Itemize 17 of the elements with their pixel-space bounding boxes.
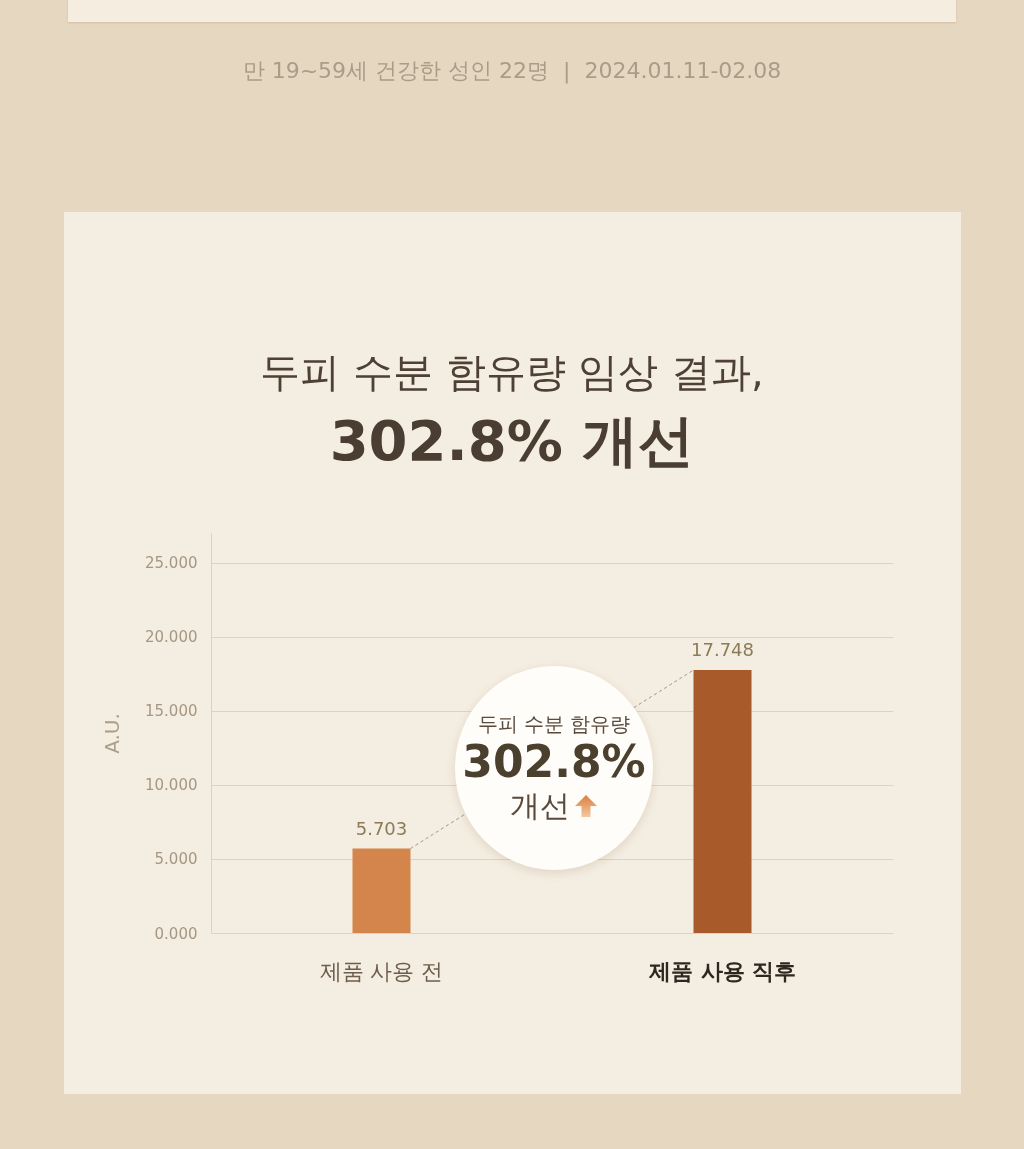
annotation: 두피 수분 함유량 [477, 712, 631, 736]
y-tick-label: 25.000 [145, 554, 198, 573]
x-tick-label: 제품 사용 직후 [647, 958, 797, 984]
y-tick-label: 20.000 [145, 628, 198, 647]
annotation: 개선 [510, 787, 570, 825]
annotation: 302.8% [462, 736, 646, 787]
text: 만 19~59세 건강한 성인 22명 | 2024.01.11-02.08 [241, 57, 783, 86]
chart-title: 두피 수분 함유량 임상 결과, [260, 349, 764, 395]
chart-subtitle: 302.8% 개선 [329, 408, 695, 473]
y-tick-label: 10.000 [145, 776, 198, 795]
y-axis-title: A.U. [100, 713, 125, 754]
x-tick-label: 제품 사용 전 [319, 958, 444, 984]
y-tick-label: 5.000 [154, 850, 198, 869]
data-label: 17.748 [691, 639, 754, 661]
y-tick-label: 15.000 [145, 702, 198, 721]
y-tick-label: 0.000 [154, 924, 198, 943]
data-label: 5.703 [355, 817, 408, 839]
